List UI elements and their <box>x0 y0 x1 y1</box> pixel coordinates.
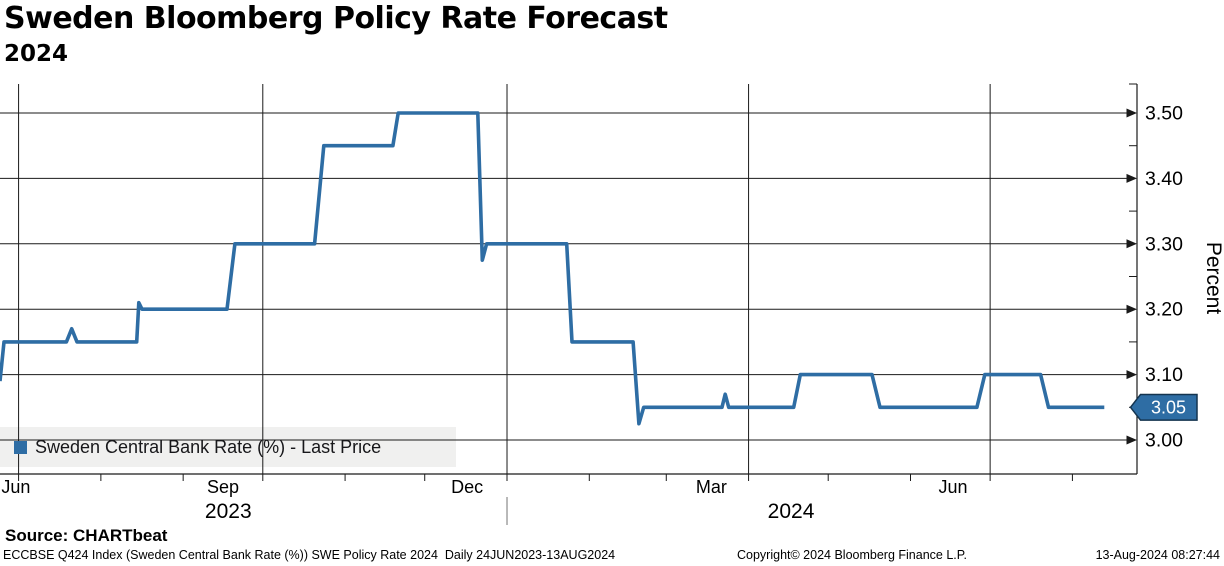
y-axis-label: 3.00 <box>1145 430 1183 452</box>
y-tick-arrow-icon <box>1126 370 1137 380</box>
chart-title: Sweden Bloomberg Policy Rate Forecast <box>4 1 668 36</box>
copyright-notice: Copyright© 2024 Bloomberg Finance L.P. <box>737 548 967 562</box>
x-month-label: Jun <box>1 477 30 497</box>
x-year-label: 2023 <box>205 500 252 523</box>
x-year-label: 2024 <box>768 500 815 523</box>
y-axis-label: 3.20 <box>1145 299 1183 321</box>
source-label: Source: CHARTbeat <box>5 526 168 545</box>
y-axis-label: 3.50 <box>1145 103 1183 125</box>
legend-marker-icon <box>14 440 27 454</box>
x-month-label: Dec <box>451 477 483 497</box>
y-axis-label: 3.40 <box>1145 168 1183 190</box>
last-price-badge <box>1129 393 1198 421</box>
x-month-label: Jun <box>938 477 967 497</box>
timestamp: 13-Aug-2024 08:27:44 <box>1095 548 1220 562</box>
index-description: ECCBSE Q424 Index (Sweden Central Bank R… <box>3 548 616 562</box>
y-tick-arrow-icon <box>1126 435 1137 445</box>
y-tick-arrow-icon <box>1126 239 1137 249</box>
y-axis-label: 3.30 <box>1145 233 1183 255</box>
x-month-label: Mar <box>696 477 727 497</box>
y-tick-arrow-icon <box>1126 173 1137 183</box>
x-month-label: Sep <box>207 477 239 497</box>
y-axis-title: Percent <box>1202 242 1224 315</box>
chart-subtitle: 2024 <box>4 41 69 67</box>
y-tick-arrow-icon <box>1126 304 1137 314</box>
legend-label: Sweden Central Bank Rate (%) - Last Pric… <box>35 436 382 457</box>
chart-legend: Sweden Central Bank Rate (%) - Last Pric… <box>0 427 456 467</box>
rate-series-line <box>0 111 1105 426</box>
legend-background <box>0 427 456 467</box>
last-price-badge-label: 3.05 <box>1151 398 1186 418</box>
y-axis-label: 3.10 <box>1145 364 1183 386</box>
y-tick-arrow-icon <box>1126 108 1137 118</box>
